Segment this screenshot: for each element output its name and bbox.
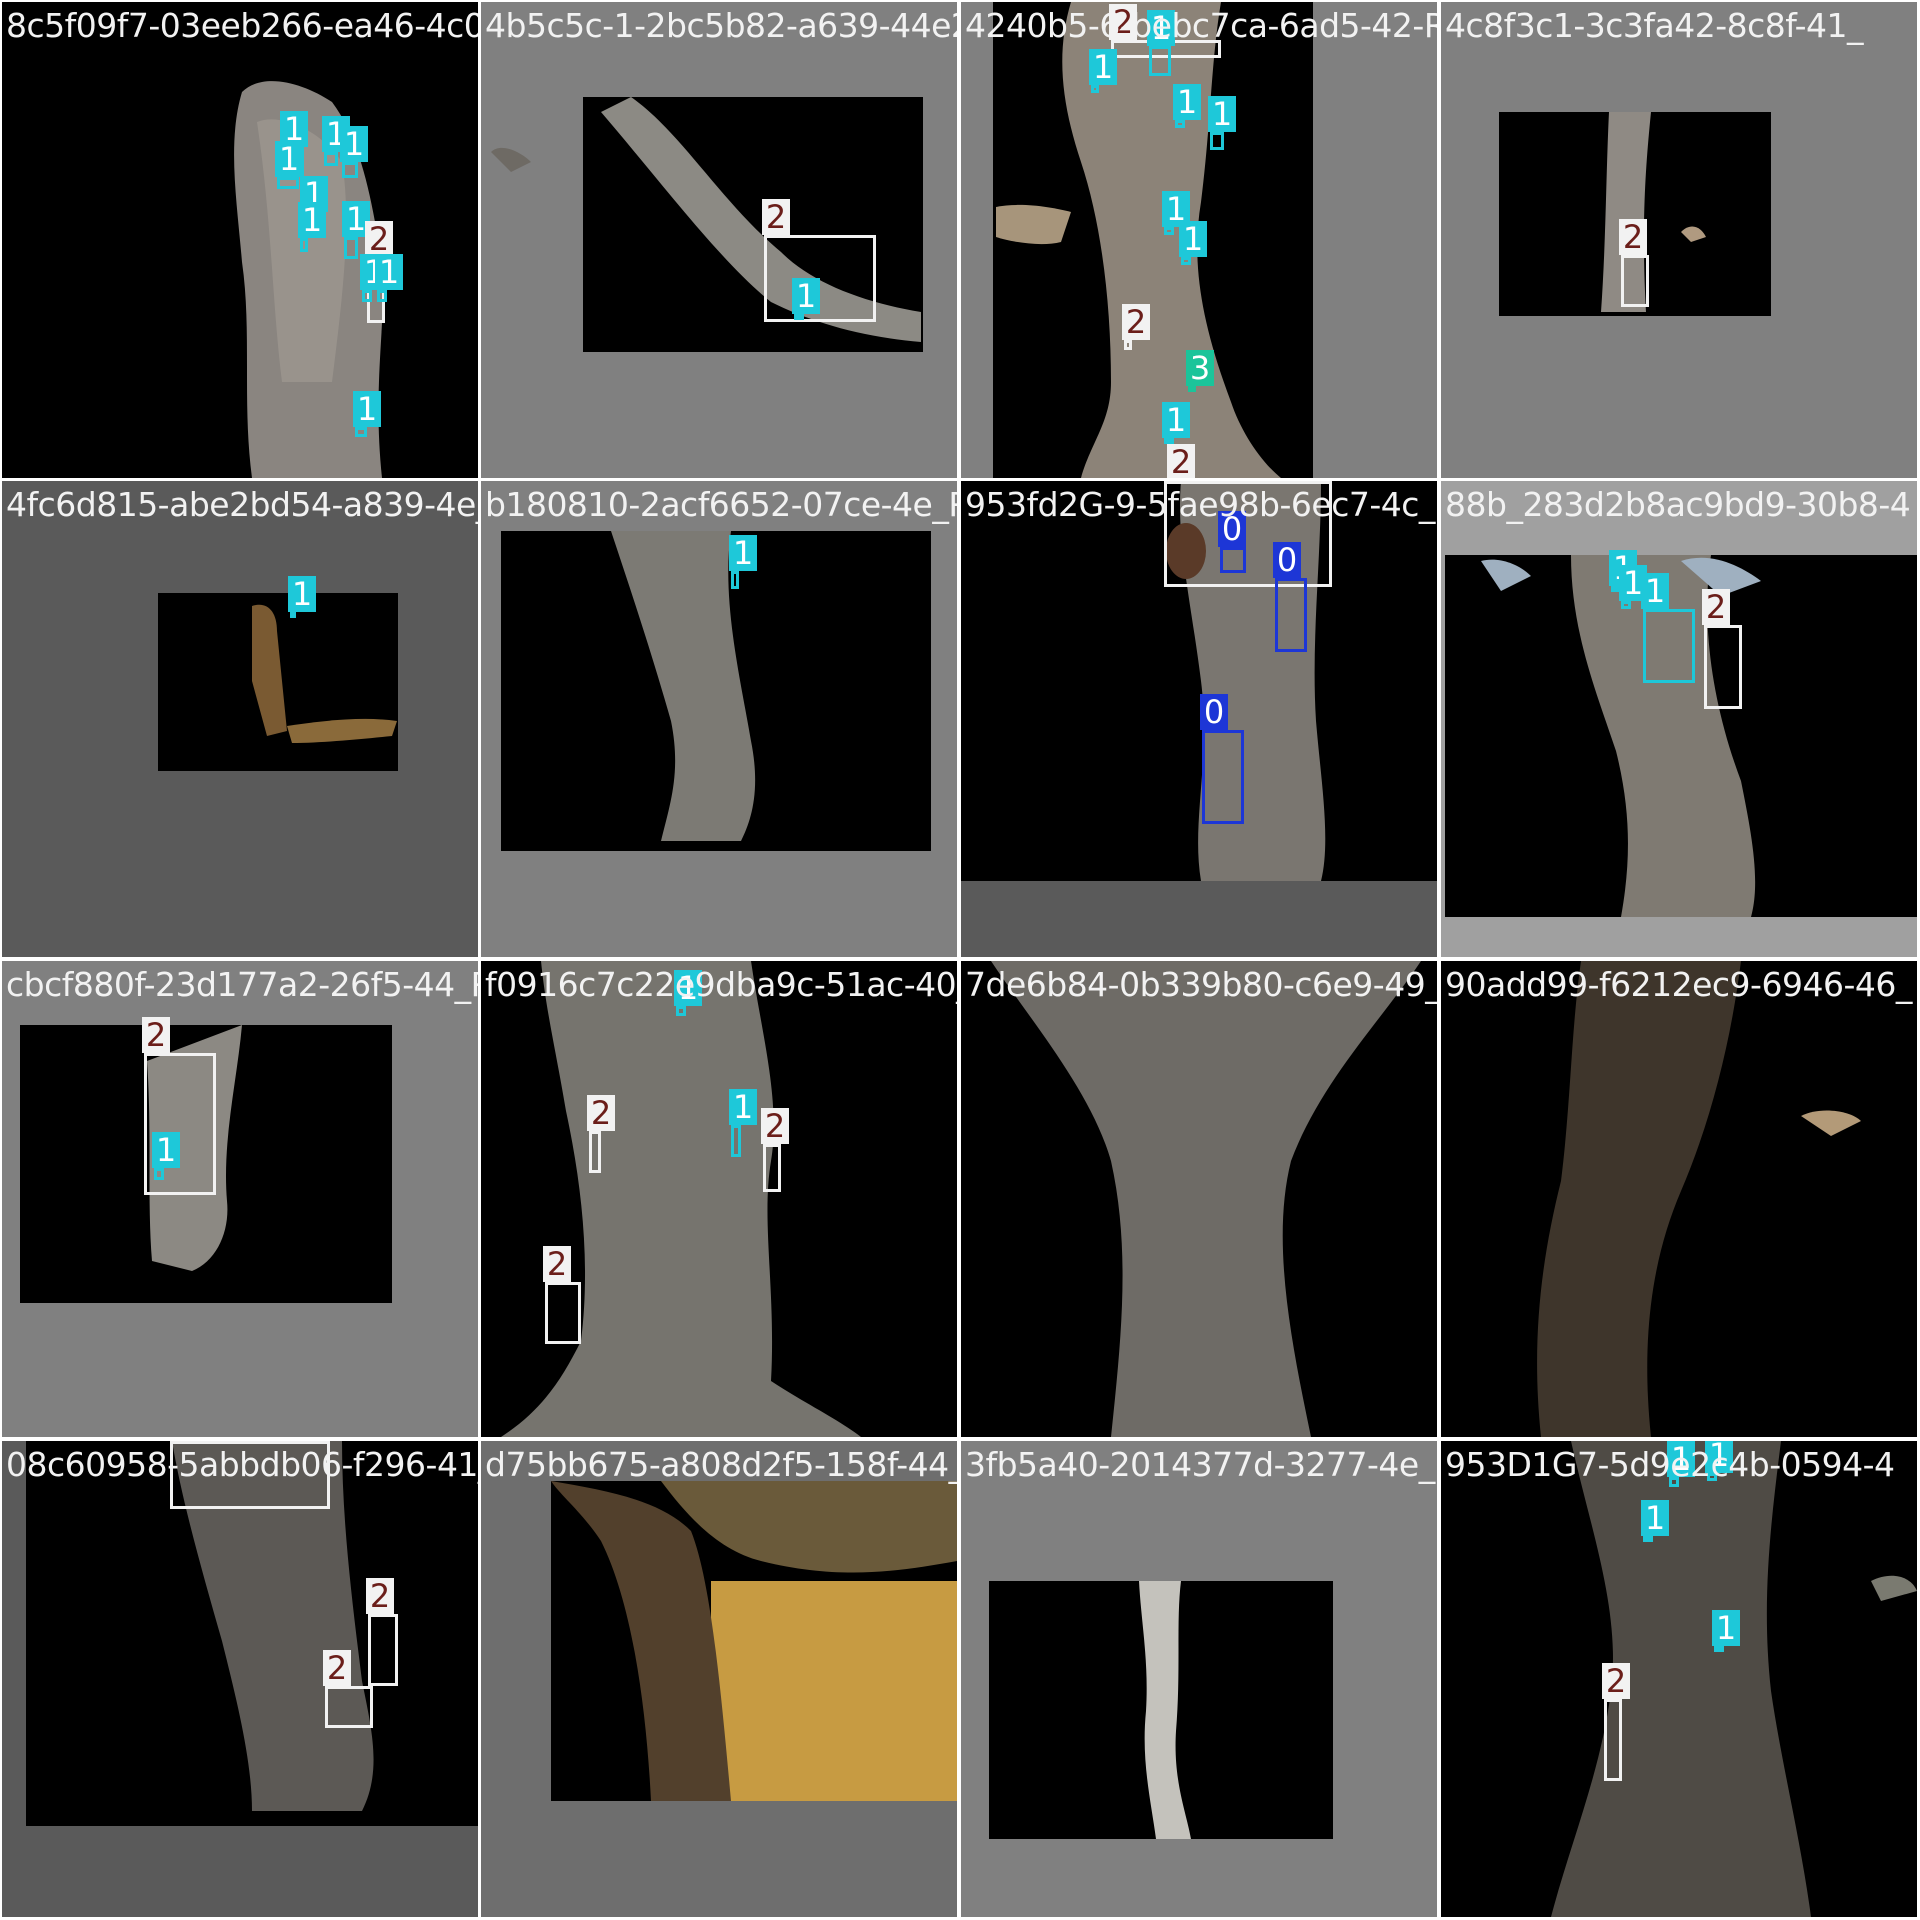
tree-image-10 [481,961,957,1437]
tile-12: 90add99-f6212ec9-6946-46_ [1441,961,1917,1437]
tile-13: 08c60958-5abbdb06-f296-41_RD_4G-2.jpg 2 … [2,1441,478,1917]
tile-7-filename: 953fd2G-9-5fae98b-6ec7-4c_RD_2G-2.jpg [965,485,1437,524]
tile-9-filename: cbcf880f-23d177a2-26f5-44_RD_1G-2.jpg [6,965,478,1004]
tile-13-filename: 08c60958-5abbdb06-f296-41_RD_4G-2.jpg [6,1445,478,1484]
detection-box: 1 [375,254,403,302]
tile-8: 88b_283d2b8ac9bd9-30b8-4 1 1 1 2 [1441,481,1917,957]
detection-box: 1 [342,201,370,259]
detection-box: 1 [152,1132,180,1180]
detection-box: 0 [1218,511,1246,573]
detection-box: 1 [353,391,381,437]
detection-box: 2 [1702,589,1742,709]
detection-box: 1 [1712,1610,1740,1652]
detection-box: 1 [1641,573,1695,683]
tree-image-13 [2,1441,478,1917]
tile-2-filename: 4b5c5c-1-2bc5b82-a639-44e2R0-56.jpg [485,6,957,45]
detection-box: 1 [340,126,368,178]
tile-4-filename: 4c8f3c1-3c3fa42-8c8f-41_ [1445,6,1864,45]
detection-box: 1 [360,254,388,302]
tree-image-1 [2,2,478,478]
tree-image-9 [2,961,478,1437]
detection-box: 1 [729,1089,757,1157]
detection-box: 2 [543,1246,581,1344]
tile-1: 8c5f09f7-03eeb266-ea46-4c0RD_4G1-2.jpg 1… [2,2,478,478]
detection-box: 2 [1619,219,1649,307]
detection-box: 1 [729,535,757,589]
tree-image-4 [1441,2,1917,478]
detection-box: 2 [366,1578,398,1686]
detection-box: 2 [1164,481,1332,587]
tile-10: f0916c7c22e9dba9c-51ac-40_RD_3G-2.jpg 1 … [481,961,957,1437]
tile-3-filename: 4240b5-6-bebc7ca-6ad5-42-RD3-1G-3.jpg [965,6,1437,45]
detection-box: 1 [298,202,326,252]
detection-box: 2 [1122,304,1150,350]
detection-box: 1 [1641,1500,1669,1542]
tile-11-filename: 7de6b84-0b339b80-c6e9-49_RD_2G-2.jpg [965,965,1437,1004]
detection-box: 2 [762,199,876,322]
tile-16: 953D1G7-5d9e2c4b-0594-4 1 1 1 1 2 [1441,1441,1917,1917]
detection-box: 1 [1705,1441,1733,1481]
detection-box: 2 [323,1650,373,1728]
tree-image-5 [2,481,478,957]
tile-3: 4240b5-6-bebc7ca-6ad5-42-RD3-1G-3.jpg 2 … [961,2,1437,478]
tile-6-filename: b180810-2acf6652-07ce-4e_RD_3G-2.jpg [485,485,957,524]
detection-box: 0 [1200,694,1244,824]
detection-box: 2 [761,1108,789,1192]
tree-image-16 [1441,1441,1917,1917]
detection-box: 2 [170,1441,330,1509]
detection-box: 1 [1147,10,1175,76]
tile-2: 4b5c5c-1-2bc5b82-a639-44e2R0-56.jpg 2 1 [481,2,957,478]
detection-box: 3 [1186,350,1214,392]
detection-box: 1 [1162,191,1190,235]
tree-image-14 [481,1441,957,1917]
tile-11: 7de6b84-0b339b80-c6e9-49_RD_2G-2.jpg [961,961,1437,1437]
tile-7: 953fd2G-9-5fae98b-6ec7-4c_RD_2G-2.jpg 2 … [961,481,1437,957]
tile-15: 3fb5a40-2014377d-3277-4e_RD_1G-2.jpg [961,1441,1437,1917]
tile-14-filename: d75bb675-a808d2f5-158f-44_RD_3G-2.jpg [485,1445,957,1484]
tile-5-filename: 4fc6d815-abe2bd54-a839-4e_RD_1G-2.jpg [6,485,478,524]
tile-12-filename: 90add99-f6212ec9-6946-46_ [1445,965,1912,1004]
detection-box: 1 [674,970,702,1016]
tile-4: 4c8f3c1-3c3fa42-8c8f-41_ 2 [1441,2,1917,478]
detection-box: 1 [275,141,303,189]
detection-box: 1 [322,116,350,166]
tile-9: cbcf880f-23d177a2-26f5-44_RD_1G-2.jpg 2 … [2,961,478,1437]
detection-box: 1 [1089,49,1117,93]
tree-image-15 [961,1441,1437,1917]
tree-image-7 [961,481,1437,957]
tile-15-filename: 3fb5a40-2014377d-3277-4e_RD_1G-2.jpg [965,1445,1437,1484]
detection-box: 1 [1667,1441,1695,1487]
tile-8-filename: 88b_283d2b8ac9bd9-30b8-4 [1445,485,1911,524]
detection-box: 1 [1173,84,1201,128]
tree-image-11 [961,961,1437,1437]
tile-10-filename: f0916c7c22e9dba9c-51ac-40_RD_3G-2.jpg [485,965,957,1004]
tile-16-filename: 953D1G7-5d9e2c4b-0594-4 [1445,1445,1895,1484]
detection-box: 1 [792,278,820,320]
tree-image-8 [1441,481,1917,957]
detection-box: 1 [288,576,316,618]
detection-box: 1 [1619,565,1647,609]
detection-box: 2 [1109,4,1221,58]
detection-box: 1 [1208,96,1236,150]
tile-5: 4fc6d815-abe2bd54-a839-4e_RD_1G-2.jpg 1 [2,481,478,957]
detection-box: 2 [1602,1663,1630,1781]
tree-image-2 [481,2,957,478]
detection-box: 2 [142,1017,216,1195]
tile-1-filename: 8c5f09f7-03eeb266-ea46-4c0RD_4G1-2.jpg [6,6,478,45]
tile-14: d75bb675-a808d2f5-158f-44_RD_3G-2.jpg [481,1441,957,1917]
detection-box: 1 [1179,221,1207,265]
detection-box: 2 [587,1095,615,1173]
tile-6: b180810-2acf6652-07ce-4e_RD_3G-2.jpg 1 [481,481,957,957]
tree-image-12 [1441,961,1917,1437]
detection-box: 1 [1162,402,1190,444]
tree-image-6 [481,481,957,957]
detection-box: 0 [1273,542,1307,652]
